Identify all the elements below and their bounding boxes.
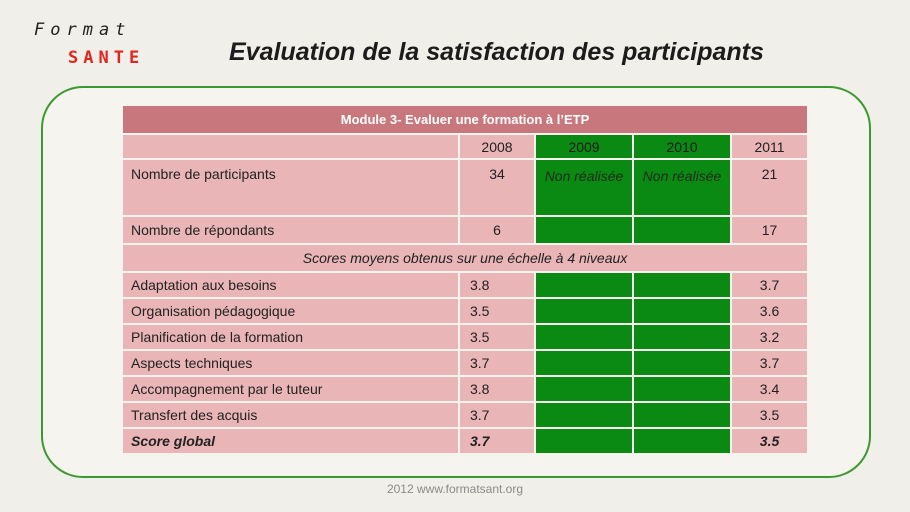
satisfaction-table: Module 3- Evaluer une formation à l’ETP …: [120, 104, 810, 455]
section-label: Scores moyens obtenus sur une échelle à …: [120, 243, 810, 273]
year-2010: 2010: [632, 133, 732, 160]
row-label: Planification de la formation: [121, 323, 460, 351]
row-label: Aspects techniques: [121, 349, 460, 377]
row-label: Score global: [121, 427, 460, 455]
not-done-text: Non réalisée: [544, 168, 624, 184]
value-2008: 3.7: [458, 401, 536, 429]
value-2008: 3.5: [458, 297, 536, 325]
row-label: Organisation pédagogique: [121, 297, 460, 325]
value-2009: [534, 271, 634, 299]
value-2011: 21: [729, 158, 810, 217]
value-2008: 34: [458, 158, 536, 217]
value-2008: 3.8: [458, 271, 536, 299]
table-row: Planification de la formation 3.5 3.2: [121, 323, 810, 351]
table-row: Organisation pédagogique 3.5 3.6: [121, 297, 810, 325]
footer-text: 2012 www.formatsant.org: [386, 482, 524, 496]
value-2010: Non réalisée: [632, 158, 732, 217]
value-2009: [534, 427, 634, 455]
value-2008: 3.8: [458, 375, 536, 403]
respondents-row: Nombre de répondants 6 17: [121, 215, 810, 245]
value-2009: [534, 349, 634, 377]
value-2008: 3.7: [458, 349, 536, 377]
table-header-row: Module 3- Evaluer une formation à l’ETP: [120, 104, 810, 135]
value-2009: [534, 401, 634, 429]
table-row: Transfert des acquis 3.7 3.5: [121, 401, 810, 429]
slide-title: Evaluation de la satisfaction des partic…: [229, 38, 764, 66]
year-2008: 2008: [458, 133, 536, 160]
value-2009: [534, 323, 634, 351]
value-2008: 3.7: [458, 427, 536, 455]
value-2010: [632, 349, 732, 377]
value-2011: 3.2: [729, 323, 810, 351]
participants-row: Nombre de participants 34 Non réalisée N…: [121, 158, 810, 217]
empty-cell: [121, 133, 460, 160]
value-2011: 3.6: [729, 297, 810, 325]
value-2010: [632, 401, 732, 429]
value-2011: 3.5: [729, 427, 810, 455]
value-2011: 3.4: [729, 375, 810, 403]
year-2009: 2009: [534, 133, 634, 160]
row-label: Adaptation aux besoins: [121, 271, 460, 299]
value-2008: 3.5: [458, 323, 536, 351]
value-2011: 3.7: [729, 349, 810, 377]
logo-line-format: Format: [34, 20, 132, 40]
table-row: Accompagnement par le tuteur 3.8 3.4: [121, 375, 810, 403]
value-2010: [632, 215, 732, 245]
value-2011: 3.5: [729, 401, 810, 429]
value-2011: 3.7: [729, 271, 810, 299]
row-label: Accompagnement par le tuteur: [121, 375, 460, 403]
table-header: Module 3- Evaluer une formation à l’ETP: [120, 104, 810, 135]
value-2009: [534, 375, 634, 403]
year-2011: 2011: [729, 133, 810, 160]
row-label: Nombre de répondants: [121, 215, 460, 245]
value-2011: 17: [729, 215, 810, 245]
table-row: Aspects techniques 3.7 3.7: [121, 349, 810, 377]
value-2010: [632, 375, 732, 403]
section-row: Scores moyens obtenus sur une échelle à …: [120, 243, 810, 273]
value-2010: [632, 427, 732, 455]
row-label: Transfert des acquis: [121, 401, 460, 429]
table-row: Adaptation aux besoins 3.8 3.7: [121, 271, 810, 299]
value-2009: [534, 297, 634, 325]
not-done-text: Non réalisée: [642, 168, 722, 184]
logo-line-sante: SANTE: [68, 48, 145, 68]
value-2010: [632, 271, 732, 299]
value-2008: 6: [458, 215, 536, 245]
value-2010: [632, 297, 732, 325]
value-2010: [632, 323, 732, 351]
global-score-row: Score global 3.7 3.5: [121, 427, 810, 455]
value-2009: [534, 215, 634, 245]
value-2009: Non réalisée: [534, 158, 634, 217]
row-label: Nombre de participants: [121, 158, 460, 217]
logo: Format SANTE: [34, 20, 144, 68]
years-row: 2008 2009 2010 2011: [121, 133, 810, 160]
